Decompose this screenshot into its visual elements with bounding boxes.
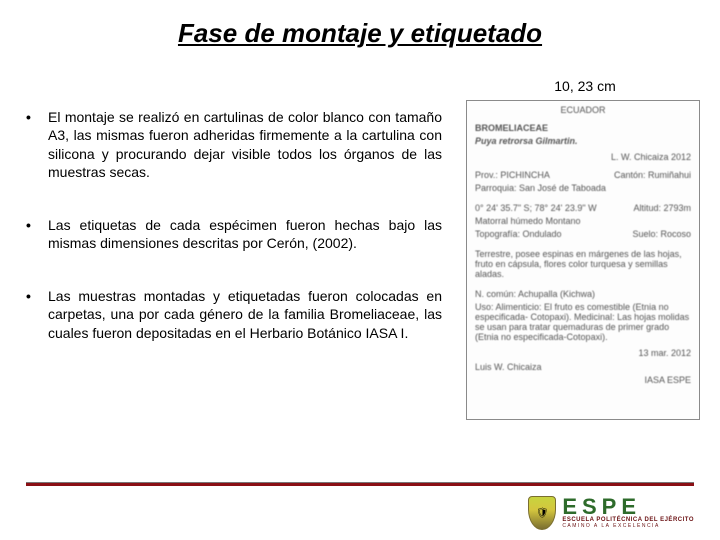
brand-name: ESPE [562, 497, 694, 517]
label-card: ECUADOR BROMELIACEAE Puya retrorsa Gilma… [466, 100, 700, 420]
card-country: ECUADOR [475, 105, 691, 115]
page-title: Fase de montaje y etiquetado [0, 0, 720, 49]
card-family: BROMELIACEAE [475, 123, 691, 133]
list-item: • Las muestras montadas y etiquetadas fu… [26, 287, 446, 342]
list-item: • Las etiquetas de cada espécimen fueron… [26, 216, 446, 253]
bullet-text: El montaje se realizó en cartulinas de c… [48, 108, 446, 182]
footer-divider [26, 482, 694, 486]
bullet-text: Las muestras montadas y etiquetadas fuer… [48, 287, 446, 342]
card-uso: Uso: Alimenticio: El fruto es comestible… [475, 302, 691, 342]
bullet-icon: • [26, 287, 48, 342]
brand-sub1: ESCUELA POLITÉCNICA DEL EJÉRCITO [562, 517, 694, 523]
card-collector: L. W. Chicaiza 2012 [475, 152, 691, 162]
card-ncomun: N. común: Achupalla (Kichwa) [475, 289, 691, 299]
card-desc: Terrestre, posee espinas en márgenes de … [475, 249, 691, 279]
footer-logo: 🛡 ESPE ESCUELA POLITÉCNICA DEL EJÉRCITO … [528, 496, 694, 530]
list-item: • El montaje se realizó en cartulinas de… [26, 108, 446, 182]
card-inst: IASA ESPE [475, 375, 691, 385]
card-species: Puya retrorsa Gilmartin. [475, 136, 691, 146]
card-altitud: Altitud: 2793m [633, 203, 691, 213]
dimension-top-label: 10, 23 cm [500, 78, 670, 94]
card-prov: Prov.: PICHINCHA [475, 170, 550, 180]
bullet-text: Las etiquetas de cada espécimen fueron h… [48, 216, 446, 253]
bullet-list: • El montaje se realizó en cartulinas de… [26, 108, 446, 376]
brand-sub2: CAMINO A LA EXCELENCIA [562, 523, 694, 529]
card-suelo: Suelo: Rocoso [632, 229, 691, 239]
logo-text: ESPE ESCUELA POLITÉCNICA DEL EJÉRCITO CA… [562, 497, 694, 529]
shield-icon: 🛡 [528, 496, 556, 530]
card-date: 13 mar. 2012 [475, 348, 691, 358]
card-author: Luis W. Chicaiza [475, 362, 691, 372]
bullet-icon: • [26, 108, 48, 182]
card-parroquia: Parroquia: San José de Taboada [475, 183, 691, 193]
card-coords: 0° 24' 35.7" S; 78° 24' 23.9" W [475, 203, 597, 213]
card-canton: Cantón: Rumiñahui [614, 170, 691, 180]
bullet-icon: • [26, 216, 48, 253]
card-topo: Topografía: Ondulado [475, 229, 562, 239]
card-habitat: Matorral húmedo Montano [475, 216, 691, 226]
